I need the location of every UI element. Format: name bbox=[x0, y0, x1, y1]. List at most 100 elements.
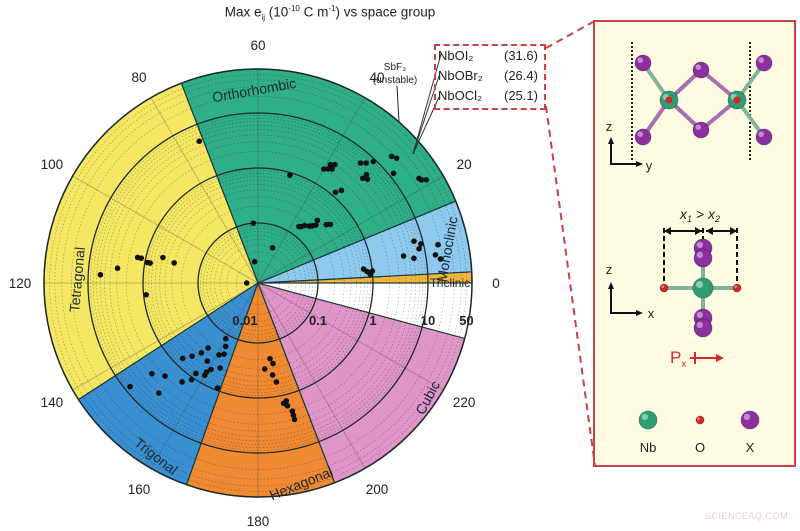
data-point bbox=[160, 254, 166, 261]
data-point bbox=[416, 245, 422, 252]
data-point bbox=[208, 366, 214, 373]
data-point bbox=[250, 220, 257, 226]
angular-tick-label: 100 bbox=[41, 157, 64, 172]
data-point bbox=[149, 370, 155, 377]
data-point bbox=[363, 160, 369, 166]
data-point bbox=[332, 189, 339, 196]
legend-nb-icon bbox=[638, 410, 658, 430]
callout-row-nbobr2: NbOBr₂ (26.4) bbox=[438, 68, 538, 83]
angular-tick-label: 60 bbox=[250, 38, 265, 53]
radial-tick-label: 0.01 bbox=[232, 313, 257, 328]
axis-y-label: y bbox=[646, 158, 653, 173]
angular-tick-label: 40 bbox=[369, 70, 384, 85]
legend-x-icon bbox=[740, 410, 760, 430]
structure-panel-art: z y x1 > x2 z x Px Nb O X bbox=[606, 42, 773, 455]
data-point bbox=[393, 155, 400, 161]
data-point bbox=[418, 241, 424, 247]
legend-o-label: O bbox=[695, 440, 705, 455]
sector-label-tetragonal: Tetragonal bbox=[66, 246, 88, 313]
data-point bbox=[327, 161, 334, 168]
polarization-label: Px bbox=[670, 348, 686, 370]
data-point bbox=[243, 280, 250, 286]
data-point bbox=[423, 177, 430, 183]
data-point bbox=[320, 166, 327, 172]
data-point bbox=[367, 271, 373, 277]
data-point bbox=[273, 379, 280, 385]
data-point bbox=[432, 252, 439, 258]
chart-title: Max eij (10-10 C m-1) vs space group bbox=[224, 4, 436, 23]
data-point bbox=[400, 253, 407, 259]
polarization-arrow-icon bbox=[716, 354, 724, 362]
data-point bbox=[323, 221, 330, 228]
data-point bbox=[267, 355, 273, 362]
data-point bbox=[332, 161, 338, 168]
data-point bbox=[360, 266, 367, 272]
o-atom bbox=[659, 283, 669, 293]
data-point bbox=[388, 153, 395, 160]
angular-tick-label: 200 bbox=[366, 482, 389, 497]
data-point bbox=[204, 358, 211, 364]
radial-tick-label: 10 bbox=[421, 313, 435, 328]
nb-atom bbox=[692, 277, 714, 299]
angular-tick-label: 0 bbox=[492, 276, 500, 291]
data-point bbox=[138, 255, 145, 261]
x1-gt-x2-label: x1 > x2 bbox=[679, 206, 720, 224]
data-point bbox=[188, 376, 195, 383]
x-atom bbox=[755, 54, 773, 72]
sector-label-triclinic: Triclinic bbox=[430, 276, 470, 290]
angular-tick-label: 220 bbox=[453, 395, 476, 410]
data-point bbox=[261, 366, 268, 372]
sbf3-label: SbF₃ bbox=[384, 62, 406, 73]
data-point bbox=[221, 351, 227, 357]
angular-tick-label: 80 bbox=[131, 70, 146, 85]
data-point bbox=[251, 258, 258, 265]
data-point bbox=[127, 383, 133, 390]
callout-row-nbocl2: NbOCl₂ (25.1) bbox=[438, 88, 538, 103]
callout-box: NbOI₂ (31.6) NbOBr₂ (26.4) NbOCl₂ (25.1) bbox=[434, 44, 546, 110]
data-point bbox=[284, 402, 291, 409]
data-point bbox=[357, 160, 364, 166]
data-point bbox=[179, 355, 186, 362]
axis-z-label: z bbox=[606, 262, 613, 277]
data-points bbox=[97, 138, 444, 423]
data-point bbox=[97, 271, 104, 278]
data-point bbox=[114, 265, 121, 272]
data-point bbox=[435, 241, 441, 248]
data-point bbox=[306, 223, 313, 229]
data-point bbox=[156, 390, 162, 396]
legend-x-label: X bbox=[746, 440, 755, 455]
angular-tick-label: 120 bbox=[9, 276, 32, 291]
data-point bbox=[193, 370, 199, 377]
data-point bbox=[269, 372, 276, 378]
data-point bbox=[296, 223, 302, 230]
data-point bbox=[198, 350, 205, 356]
data-point bbox=[270, 360, 276, 367]
data-point bbox=[217, 365, 223, 371]
data-point bbox=[162, 373, 168, 379]
axis-x-label: x bbox=[648, 306, 655, 321]
angular-tick-label: 180 bbox=[247, 514, 270, 529]
radial-tick-label: 50 bbox=[459, 313, 473, 328]
radial-tick-label: 0.1 bbox=[309, 313, 327, 328]
x-atom bbox=[755, 128, 773, 146]
data-point bbox=[205, 345, 211, 351]
data-point bbox=[143, 291, 149, 298]
data-point bbox=[314, 217, 321, 224]
sbf3-unstable-label: (unstable) bbox=[373, 75, 417, 86]
data-point bbox=[287, 172, 293, 178]
x-atom bbox=[692, 61, 710, 79]
data-point bbox=[291, 416, 298, 423]
data-point bbox=[411, 255, 417, 262]
x-atom bbox=[693, 248, 713, 268]
data-point bbox=[196, 138, 203, 145]
data-point bbox=[327, 221, 334, 228]
angular-tick-label: 20 bbox=[457, 157, 472, 172]
data-point bbox=[216, 352, 222, 358]
legend-nb-label: Nb bbox=[640, 440, 657, 455]
data-point bbox=[203, 369, 210, 375]
data-point bbox=[359, 175, 366, 182]
x-atom bbox=[634, 54, 652, 72]
data-point bbox=[222, 343, 229, 350]
callout-row-nboi2: NbOI₂ (31.6) bbox=[438, 48, 538, 63]
